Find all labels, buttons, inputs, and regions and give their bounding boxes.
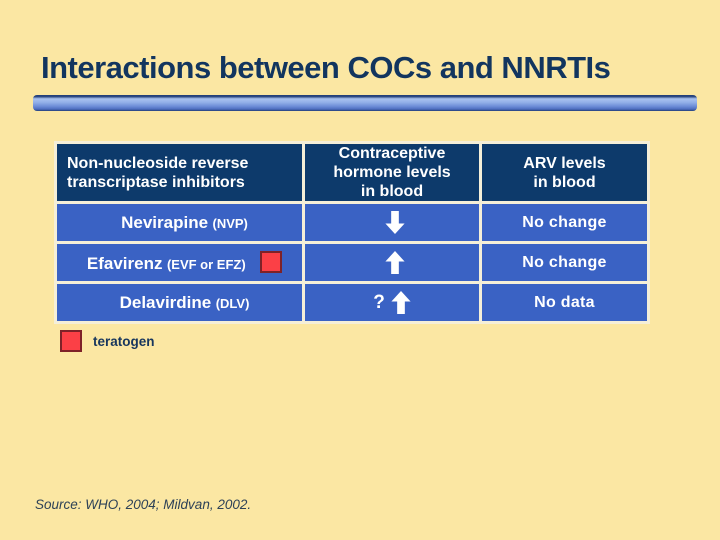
up-arrow-icon xyxy=(391,291,411,314)
drug-name: Nevirapine xyxy=(121,212,209,232)
hormone-prefix: ? xyxy=(373,291,385,313)
header-line: Non-nucleoside reverse xyxy=(67,154,249,172)
up-arrow-icon xyxy=(385,251,405,274)
table-header-row: Non-nucleoside reverse transcriptase inh… xyxy=(54,141,650,204)
column-header-nnrti: Non-nucleoside reverse transcriptase inh… xyxy=(54,141,305,204)
column-header-arv-levels: ARV levels in blood xyxy=(479,141,650,204)
header-line: in blood xyxy=(360,183,424,200)
table-row: Delavirdine (DLV) ? No data xyxy=(54,281,650,324)
drug-cell: Nevirapine (NVP) xyxy=(54,201,305,244)
teratogen-swatch-icon xyxy=(60,330,82,352)
down-arrow-icon xyxy=(385,211,405,234)
legend: teratogen xyxy=(60,330,155,352)
teratogen-marker-icon xyxy=(260,251,283,273)
arv-level-cell: No data xyxy=(479,281,650,324)
arv-level-cell: No change xyxy=(479,241,650,284)
header-line: in blood xyxy=(533,173,596,191)
drug-name: Efavirenz xyxy=(86,254,163,273)
drug-cell: Delavirdine (DLV) xyxy=(54,281,305,324)
legend-label: teratogen xyxy=(93,333,155,349)
drug-abbreviation: (EVF or EFZ) xyxy=(166,257,246,272)
header-line: hormone levels xyxy=(333,164,451,181)
source-citation: Source: WHO, 2004; Mildvan, 2002. xyxy=(35,497,252,512)
page-title: Interactions between COCs and NNRTIs xyxy=(41,50,611,85)
table-row: Nevirapine (NVP) No change xyxy=(54,201,650,244)
table-row: Efavirenz (EVF or EFZ) No change xyxy=(54,241,650,284)
hormone-level-cell xyxy=(302,201,482,244)
hormone-level-cell: ? xyxy=(302,281,482,324)
column-header-hormone-levels: Contraceptive hormone levels in blood xyxy=(302,141,482,204)
hormone-level-cell xyxy=(302,241,482,284)
arv-level-cell: No change xyxy=(479,201,650,244)
drug-abbreviation: (NVP) xyxy=(212,215,248,231)
header-line: transcriptase inhibitors xyxy=(67,173,245,191)
drug-cell: Efavirenz (EVF or EFZ) xyxy=(54,241,305,284)
interactions-table: Non-nucleoside reverse transcriptase inh… xyxy=(54,141,650,324)
header-line: Contraceptive xyxy=(338,145,446,163)
title-underline-bar xyxy=(33,95,697,111)
drug-abbreviation: (DLV) xyxy=(215,295,250,311)
drug-name: Delavirdine xyxy=(119,292,212,312)
header-line: ARV levels xyxy=(523,154,606,172)
